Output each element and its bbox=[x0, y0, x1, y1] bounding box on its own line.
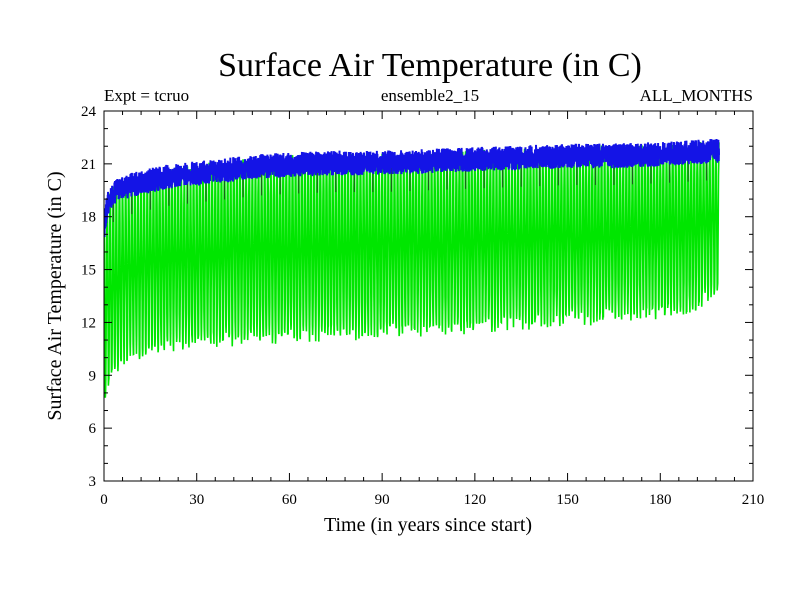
x-tick-label: 0 bbox=[100, 492, 108, 508]
series-blue-line bbox=[104, 138, 720, 238]
x-tick-label: 150 bbox=[556, 492, 579, 508]
y-tick-label: 3 bbox=[89, 474, 97, 490]
x-axis-label: Time (in years since start) bbox=[324, 514, 532, 536]
x-tick-label: 30 bbox=[189, 492, 204, 508]
x-tick-label: 120 bbox=[464, 492, 487, 508]
y-tick-label: 18 bbox=[81, 210, 96, 226]
x-tick-label: 180 bbox=[649, 492, 672, 508]
subtitle-months: ALL_MONTHS bbox=[640, 86, 753, 105]
ticks-layer: 0 30 60 90 120 150 180 210 3 6 9 12 15 18 21 24 bbox=[81, 104, 764, 508]
y-tick-label: 24 bbox=[81, 104, 97, 120]
x-tick-label: 60 bbox=[282, 492, 297, 508]
y-axis-label: Surface Air Temperature (in C) bbox=[44, 171, 66, 420]
chart-title: Surface Air Temperature (in C) bbox=[218, 47, 642, 84]
y-tick-label: 6 bbox=[89, 421, 97, 437]
data-layer bbox=[104, 138, 720, 398]
y-tick-label: 12 bbox=[81, 315, 96, 331]
series-green-line bbox=[104, 140, 720, 398]
subtitle-experiment: Expt = tcruo bbox=[104, 86, 189, 105]
x-tick-label: 90 bbox=[375, 492, 390, 508]
plot-frame bbox=[103, 110, 754, 482]
x-tick-label: 210 bbox=[742, 492, 765, 508]
y-tick-label: 15 bbox=[81, 263, 96, 279]
y-tick-label: 21 bbox=[81, 157, 96, 173]
y-tick-label: 9 bbox=[89, 368, 97, 384]
subtitle-ensemble: ensemble2_15 bbox=[381, 86, 479, 105]
